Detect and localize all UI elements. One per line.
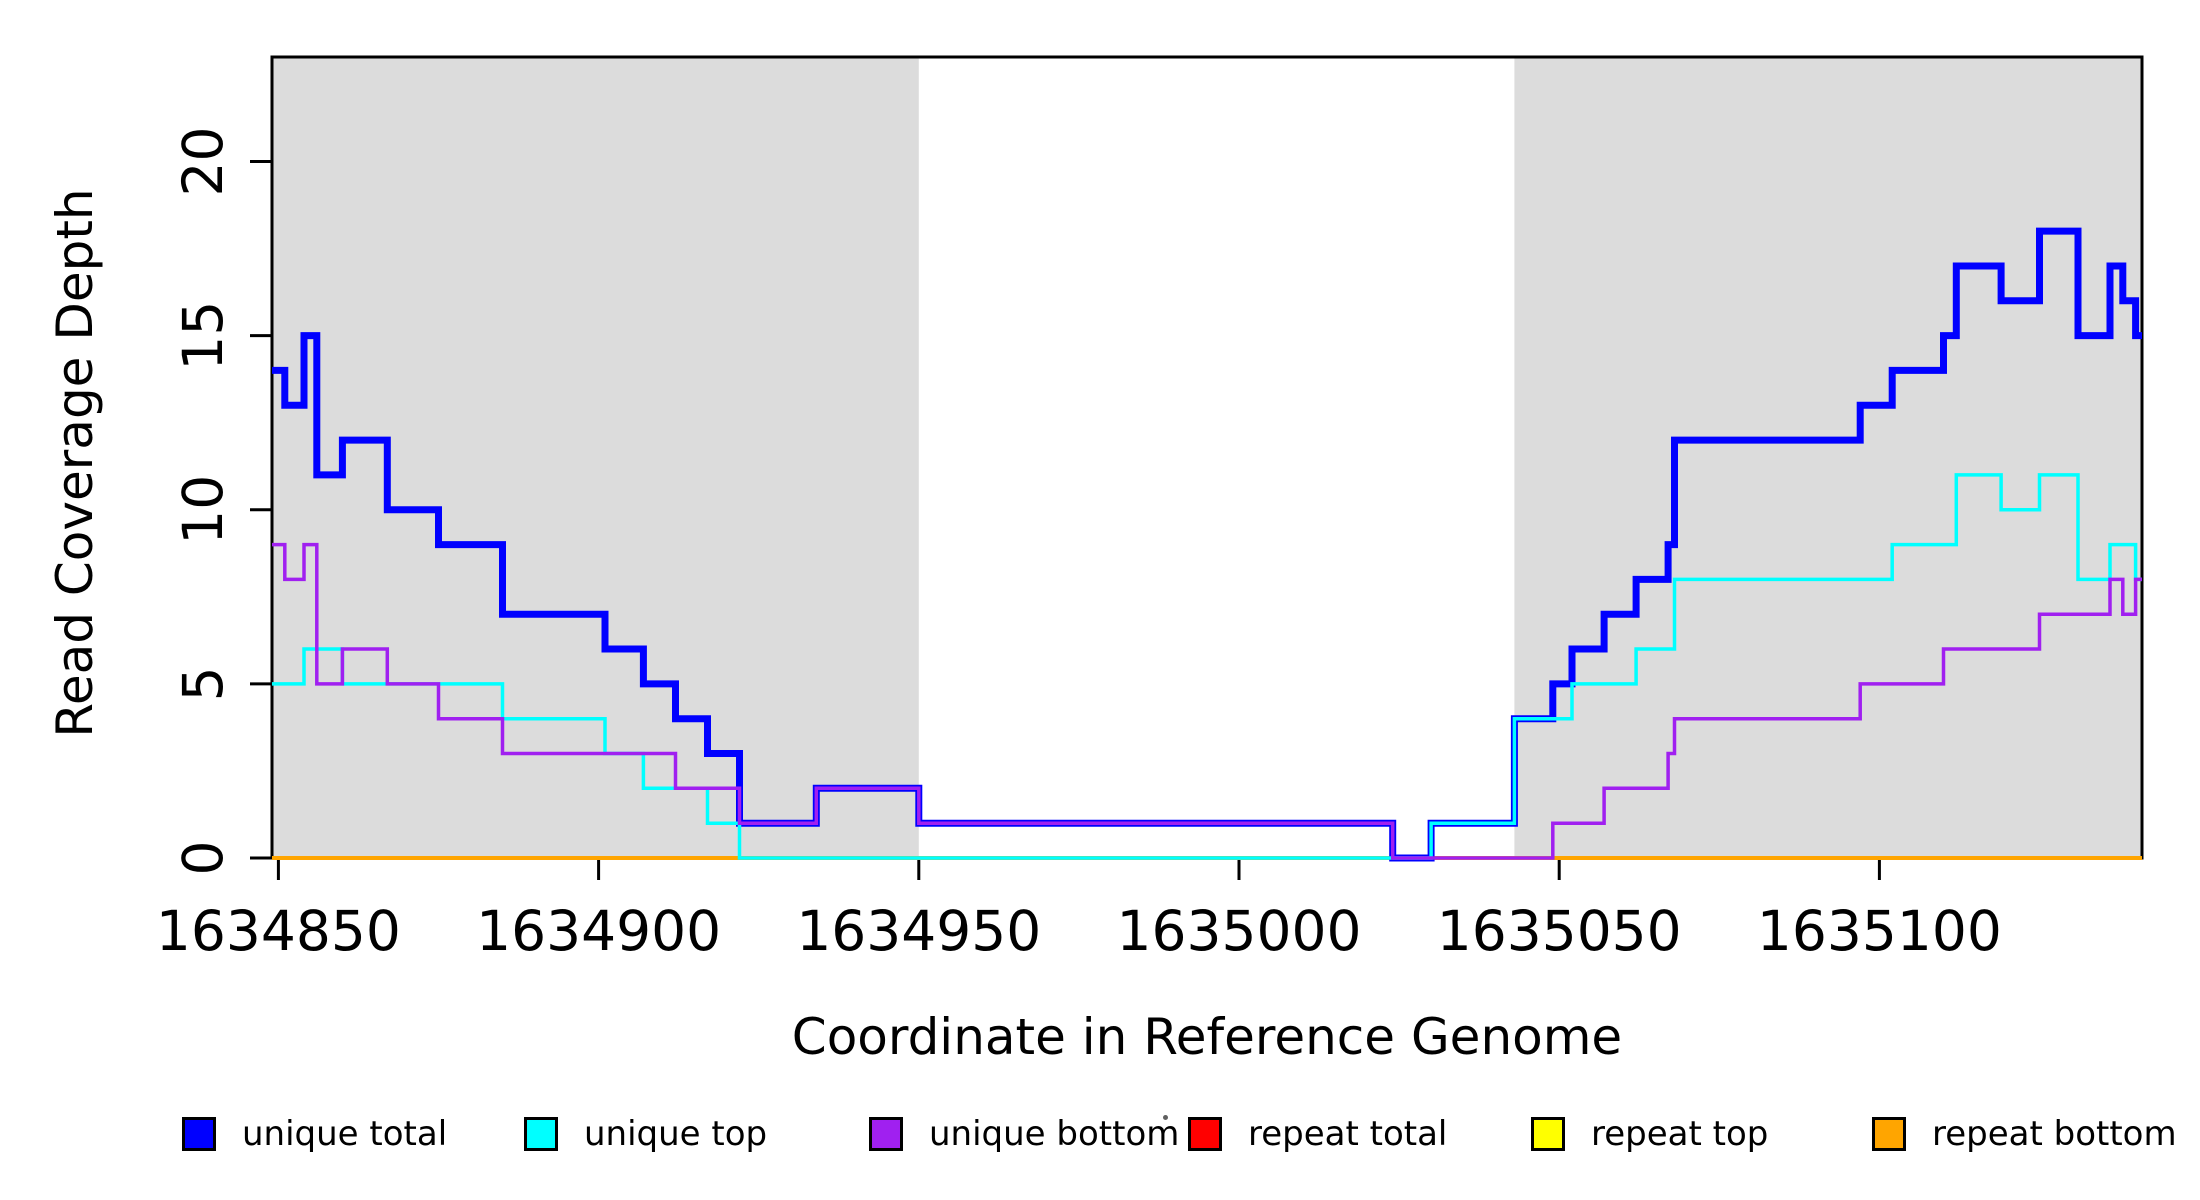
legend-entry-unique-total: unique total	[182, 1108, 447, 1160]
x-tick-label: 1634950	[796, 899, 1041, 963]
legend-label: unique bottom	[929, 1114, 1180, 1154]
legend-swatch-repeat-bottom	[1872, 1117, 1906, 1151]
y-tick-label: 15	[171, 301, 235, 371]
legend-entry-repeat-top: repeat top	[1531, 1108, 1768, 1160]
legend-label: repeat top	[1591, 1114, 1769, 1154]
x-tick-label: 1634900	[476, 899, 721, 963]
y-tick-label: 10	[171, 475, 235, 545]
stray-mark-artifact	[1163, 1115, 1168, 1120]
legend-entry-repeat-total: repeat total	[1188, 1108, 1447, 1160]
y-tick-label: 0	[171, 841, 235, 876]
legend-entry-unique-bottom: unique bottom	[869, 1108, 1179, 1160]
y-axis-title: Read Coverage Depth	[46, 188, 104, 738]
legend-swatch-unique-total	[182, 1117, 216, 1151]
x-tick-label: 1635050	[1437, 899, 1682, 963]
x-tick-label: 1635100	[1757, 899, 2002, 963]
legend-swatch-unique-bottom	[869, 1117, 903, 1151]
legend-swatch-repeat-total	[1188, 1117, 1222, 1151]
legend-label: repeat total	[1248, 1114, 1448, 1154]
legend-entry-unique-top: unique top	[524, 1108, 767, 1160]
y-tick-label: 5	[171, 666, 235, 701]
legend-label: repeat bottom	[1932, 1114, 2177, 1154]
legend-label: unique top	[584, 1114, 768, 1154]
legend-swatch-unique-top	[524, 1117, 558, 1151]
x-tick-label: 1635000	[1117, 899, 1362, 963]
x-tick-label: 1634850	[156, 899, 401, 963]
shaded-region-right	[1514, 57, 2142, 858]
legend-label: unique total	[242, 1114, 448, 1154]
legend-entry-repeat-bottom: repeat bottom	[1872, 1108, 2177, 1160]
legend-swatch-repeat-top	[1531, 1117, 1565, 1151]
y-tick-label: 20	[171, 127, 235, 197]
shaded-region-left	[272, 57, 919, 858]
series-line-unique-bottom	[272, 542, 2142, 860]
series-line-unique-top	[272, 473, 2142, 860]
x-axis-title: Coordinate in Reference Genome	[791, 1008, 1623, 1066]
legend: unique total unique top unique bottom repea…	[0, 1108, 2200, 1160]
